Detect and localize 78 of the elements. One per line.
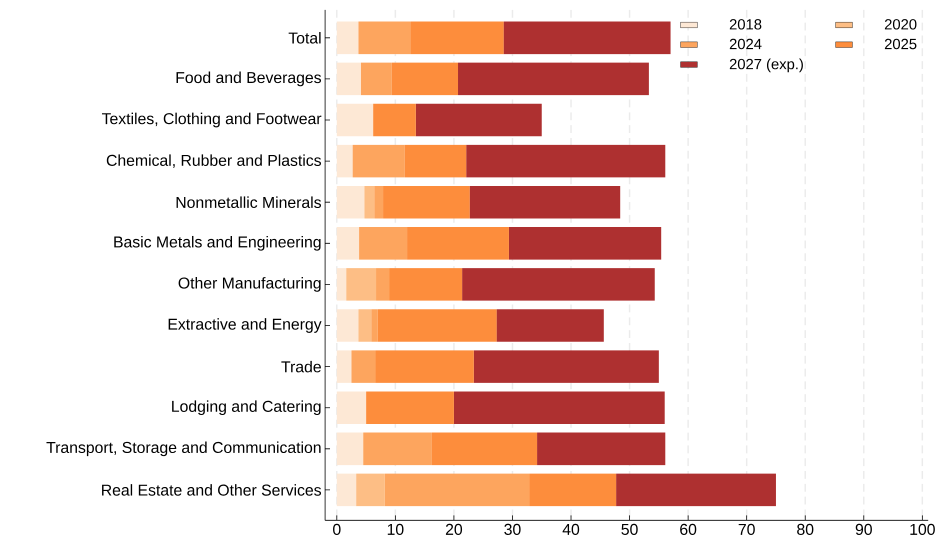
bar (508, 227, 662, 260)
bar (336, 268, 346, 301)
bar (404, 144, 466, 178)
legend-label: 2024 (730, 38, 762, 50)
y-tick-label: Chemical, Rubber and Plastics (106, 154, 321, 168)
bar (336, 309, 358, 342)
bar (504, 22, 671, 54)
bar (346, 268, 376, 301)
bar (336, 474, 356, 506)
y-tick-label: Extractive and Energy (168, 318, 322, 333)
bar (383, 186, 470, 218)
y-tick-label: Trade (281, 360, 321, 372)
bar (410, 22, 504, 54)
bar (466, 144, 666, 178)
x-tick-label: 20 (446, 524, 462, 535)
y-tick-label: Textiles, Clothing and Footwear (102, 112, 322, 128)
bar (336, 22, 358, 54)
x-tick-label: 0 (333, 524, 341, 535)
bar (336, 227, 360, 260)
y-tick-label: Real Estate and Other Services (102, 484, 322, 496)
y-tick-label: Basic Metals and Engineering (114, 236, 321, 251)
x-tick-label: 50 (621, 524, 638, 535)
bar (376, 268, 390, 301)
bar (336, 432, 364, 466)
bar (358, 309, 372, 342)
bar (375, 350, 474, 383)
y-tick-label: Total (288, 32, 321, 44)
x-tick-label: 30 (504, 524, 521, 535)
bar (336, 62, 361, 96)
bar (336, 104, 374, 136)
x-tick-label: 10 (388, 524, 404, 535)
legend-label: 2020 (884, 19, 916, 30)
bar (364, 186, 374, 218)
bar (336, 144, 353, 178)
x-tick-label: 60 (680, 524, 696, 535)
bar (470, 186, 620, 218)
bar (529, 474, 616, 506)
bar (454, 391, 665, 424)
bar (373, 104, 416, 136)
bar (358, 22, 411, 54)
bar (496, 309, 604, 342)
bar (458, 62, 649, 96)
bar (359, 227, 408, 260)
x-tick-label: 80 (797, 524, 814, 535)
bar (462, 268, 655, 301)
bar (352, 144, 405, 178)
bar (351, 350, 376, 383)
bar (336, 391, 366, 424)
bar (366, 391, 454, 424)
bar (336, 186, 364, 218)
bar (360, 62, 392, 96)
bar (336, 350, 352, 383)
legend-label: 2025 (884, 38, 916, 50)
bar (384, 474, 530, 506)
bar (407, 227, 509, 260)
bar (371, 309, 378, 342)
bar (416, 104, 542, 136)
bar (537, 432, 666, 466)
legend-label: 2018 (730, 19, 762, 30)
legend-label: 2027 (exp.) (730, 58, 803, 72)
bar (378, 309, 497, 342)
y-tick-label: Lodging and Catering (172, 400, 321, 416)
bar (363, 432, 432, 466)
bar (432, 432, 538, 466)
y-tick-label: Nonmetallic Minerals (176, 196, 321, 208)
bar (392, 62, 458, 96)
bar (390, 268, 462, 301)
y-tick-label: Food and Beverages (176, 72, 322, 86)
bar (616, 474, 776, 506)
x-tick-label: 40 (562, 524, 580, 535)
bar (356, 474, 385, 506)
x-tick-label: 100 (910, 524, 935, 535)
x-tick-label: 70 (738, 524, 755, 535)
y-tick-label: Other Manufacturing (178, 277, 321, 292)
bar (474, 350, 659, 383)
y-tick-label: Transport, Storage and Communication (46, 441, 321, 456)
x-tick-label: 90 (856, 524, 872, 535)
bar (374, 186, 384, 218)
